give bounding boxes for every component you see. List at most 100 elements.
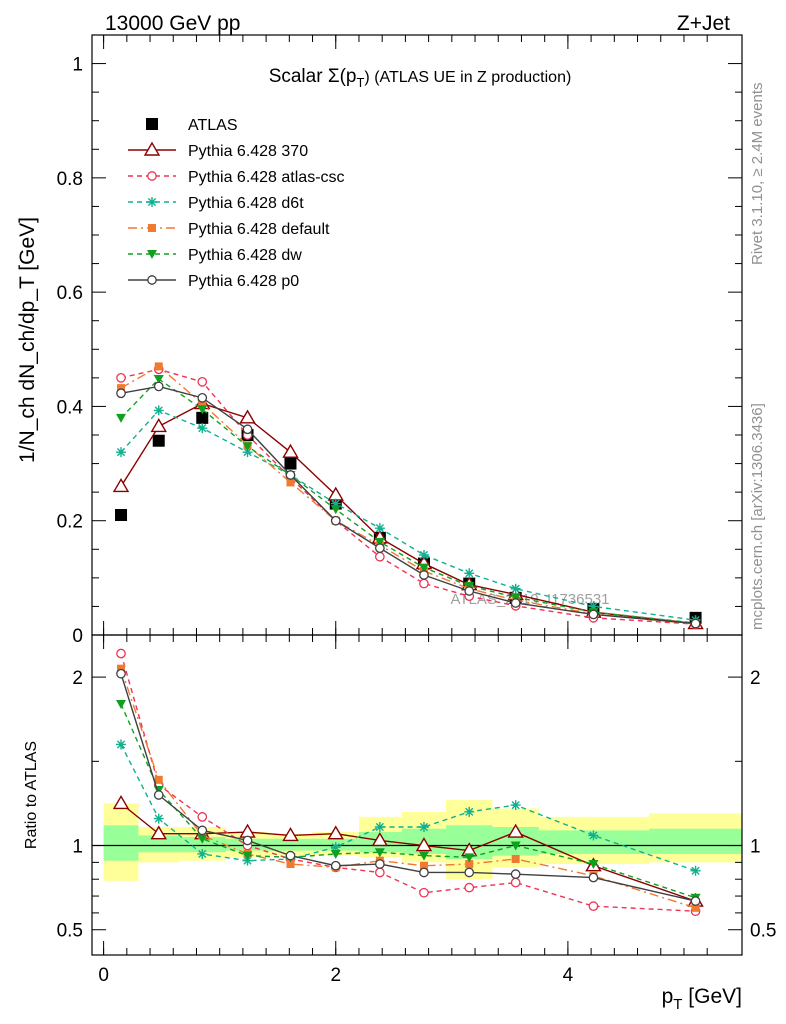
data-point — [153, 381, 164, 392]
y-tick-label: 0.4 — [57, 397, 84, 418]
y-tick-label: 0.6 — [57, 283, 83, 304]
x-axis-label: pT [GeV] — [662, 985, 742, 1013]
ratio-point — [116, 648, 126, 659]
ratio-point — [197, 834, 208, 844]
data-point — [197, 393, 208, 403]
data-point — [197, 423, 208, 434]
ratio-point — [197, 812, 208, 822]
y-tick-label-right: 1 — [750, 837, 761, 858]
legend-label: Pythia 6.428 default — [188, 221, 330, 238]
data-point — [690, 618, 701, 629]
ratio-point — [197, 848, 208, 859]
ratio-point — [375, 859, 385, 869]
legend-marker — [143, 141, 161, 156]
data-point — [150, 418, 167, 433]
data-point — [330, 515, 341, 526]
data-point — [115, 509, 128, 521]
ratio-point — [242, 851, 253, 861]
ratio-point — [242, 855, 253, 866]
data-point — [510, 593, 521, 603]
ratio-point — [197, 825, 208, 836]
ratio-point — [511, 855, 520, 863]
data-point — [419, 578, 429, 589]
data-point — [117, 384, 126, 393]
data-point — [286, 478, 295, 487]
data-point — [330, 505, 341, 515]
y-tick-label: 0.8 — [57, 169, 83, 190]
data-point — [152, 434, 165, 447]
data-point — [196, 411, 209, 424]
ratio-point — [330, 860, 341, 871]
ratio-point — [116, 700, 127, 710]
data-point — [588, 609, 599, 620]
ratio-point — [419, 887, 429, 898]
ratio-point — [112, 795, 130, 810]
ratio-point — [117, 664, 126, 673]
ratio-point — [286, 860, 295, 869]
legend-label: Pythia 6.428 dw — [188, 247, 302, 264]
ratio-series-group — [116, 700, 701, 903]
data-point — [197, 377, 208, 387]
rivet-label: Rivet 3.1.10, ≥ 2.4M events — [749, 83, 766, 266]
legend-marker — [147, 275, 157, 285]
legend-marker — [147, 250, 157, 259]
ratio-series-line — [120, 703, 696, 899]
ratio-point — [150, 825, 167, 840]
ratio-point — [464, 882, 475, 893]
y-tick-label: 0.5 — [57, 921, 83, 942]
ratio-point — [285, 850, 296, 861]
uncertainty-band-inner — [649, 828, 742, 854]
y-axis-label: 1/N_ch dN_ch/dp_T [GeV] — [16, 217, 39, 463]
y-tick-label: 0 — [72, 626, 83, 647]
ratio-point — [330, 849, 341, 859]
ratio-series-line — [120, 744, 696, 872]
data-point — [588, 601, 599, 612]
ratio-point — [419, 861, 428, 870]
ratio-panel: 0.5 0.5 1 1 2 2 0 2 4 Ratio to ATLAS pT [GeV] — [23, 634, 776, 1013]
data-point — [419, 570, 429, 580]
legend-label: ATLAS — [188, 117, 238, 134]
ratio-point — [510, 841, 521, 851]
data-point — [330, 498, 341, 509]
series-group — [116, 381, 701, 629]
data-point — [116, 447, 127, 458]
x-tick-label: 4 — [563, 965, 574, 986]
ratio-point — [330, 842, 341, 853]
ratio-series-group — [116, 648, 701, 917]
ratio-series-group — [117, 664, 700, 912]
ratio-point — [375, 867, 385, 878]
data-point — [374, 537, 385, 547]
ratio-point — [282, 827, 299, 842]
ratio-point — [239, 823, 256, 838]
legend-marker — [146, 118, 158, 130]
data-point — [198, 399, 207, 408]
data-point — [510, 583, 521, 594]
ratio-point — [510, 869, 521, 880]
header-right: Z+Jet — [677, 12, 730, 35]
ratio-point — [465, 860, 474, 869]
data-point — [116, 373, 126, 383]
data-point — [418, 563, 429, 573]
legend-marker — [147, 171, 157, 181]
data-point — [374, 523, 385, 534]
chart-title: Scalar Σ(pT) (ATLAS UE in Z production) — [269, 66, 572, 90]
ratio-point — [419, 867, 429, 878]
y-tick-label: 0.2 — [57, 512, 83, 533]
ratio-point — [588, 830, 599, 841]
ratio-point — [371, 832, 389, 847]
data-point — [242, 424, 253, 435]
data-point — [510, 598, 521, 608]
ratio-point — [374, 848, 385, 858]
series-line — [120, 368, 696, 625]
uncertainty-band-inner — [103, 825, 139, 861]
ratio-point — [464, 853, 475, 863]
ratio-point — [510, 800, 521, 811]
series-group — [116, 405, 701, 626]
ratio-point — [690, 865, 701, 876]
series-group — [115, 411, 702, 624]
ratio-point — [374, 822, 385, 832]
ratio-point — [154, 775, 163, 784]
data-point — [375, 543, 385, 553]
legend-label: Pythia 6.428 d6t — [188, 195, 304, 212]
ratio-series-line — [120, 668, 696, 909]
